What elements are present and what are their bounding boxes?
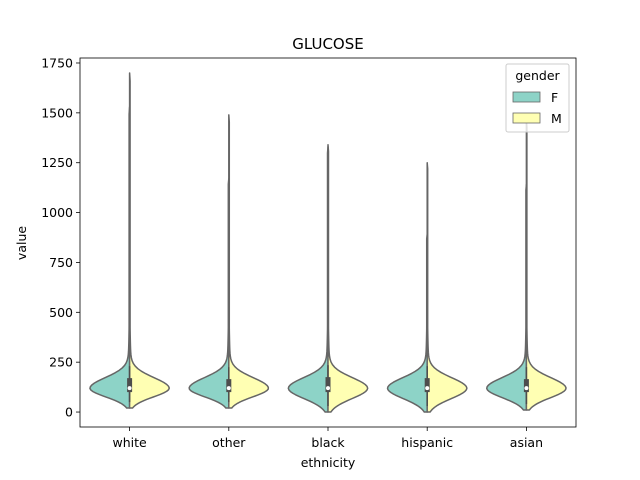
- legend-title: gender: [515, 68, 560, 83]
- legend-swatch-f: [512, 91, 541, 103]
- x-tick-label-hispanic: hispanic: [401, 435, 453, 450]
- violin-layer: [89, 72, 567, 413]
- y-tick-label-1500: 1500: [41, 105, 73, 120]
- y-axis-label: value: [14, 226, 29, 260]
- y-tick-label-1750: 1750: [41, 55, 73, 70]
- y-tick-label-500: 500: [49, 305, 73, 320]
- iqr-box-white: [127, 378, 133, 393]
- legend-label-m: M: [551, 111, 562, 126]
- legend: gender F M: [505, 63, 570, 133]
- y-tick-label-1250: 1250: [41, 155, 73, 170]
- violin-half-m-other: [228, 114, 270, 409]
- violin-half-m-asian: [525, 120, 567, 411]
- x-tick-label-black: black: [311, 435, 345, 450]
- iqr-box-other: [226, 379, 232, 393]
- median-dot-other: [226, 386, 231, 391]
- x-tick-label-other: other: [212, 435, 246, 450]
- chart-title: GLUCOSE: [292, 35, 364, 53]
- y-tick-label-1000: 1000: [41, 205, 73, 220]
- median-dot-hispanic: [425, 386, 430, 391]
- x-axis-label: ethnicity: [301, 455, 356, 470]
- iqr-box-black: [325, 377, 331, 393]
- violin-half-f-other: [188, 177, 230, 409]
- violin-half-f-white: [89, 106, 131, 409]
- y-tick-label-0: 0: [65, 405, 73, 420]
- y-tick-label-750: 750: [49, 255, 73, 270]
- violin-half-m-white: [128, 72, 171, 409]
- y-axis: 0 250 500 750 1000 1250 1500 1750: [41, 55, 80, 420]
- legend-swatch-m: [512, 112, 541, 124]
- iqr-box-asian: [523, 379, 529, 393]
- median-dot-white: [127, 386, 132, 391]
- y-tick-label-250: 250: [49, 355, 73, 370]
- violin-half-f-black: [287, 146, 329, 413]
- violin-half-f-hispanic: [386, 233, 428, 413]
- legend-label-f: F: [551, 90, 558, 105]
- median-dot-black: [326, 386, 330, 391]
- x-axis: white other black hispanic asian: [112, 427, 543, 450]
- violin-half-m-black: [327, 144, 369, 413]
- x-tick-label-asian: asian: [510, 435, 543, 450]
- x-tick-label-white: white: [112, 435, 147, 450]
- median-dot-asian: [524, 386, 529, 391]
- violin-half-m-hispanic: [426, 161, 468, 413]
- violin-half-f-asian: [485, 183, 528, 411]
- iqr-box-hispanic: [424, 378, 430, 393]
